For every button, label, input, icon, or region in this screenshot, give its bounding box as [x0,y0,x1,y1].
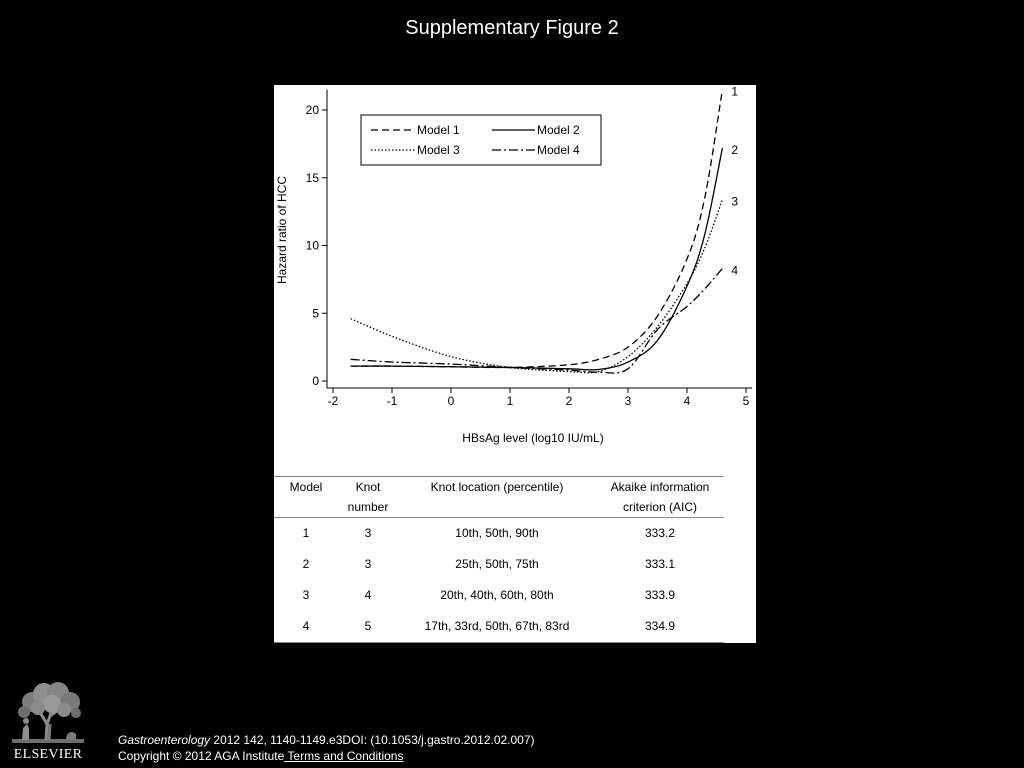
table-row: 4 5 17th, 33rd, 50th, 67th, 83rd 334.9 [274,611,724,643]
terms-and-conditions-link[interactable]: Terms and Conditions [284,749,404,763]
cell-knot-location: 10th, 50th, 90th [455,526,539,540]
cell-aic: 334.9 [644,619,676,633]
x-tick-label: 2 [566,394,573,408]
citation: Gastroenterology 2012 142, 1140-1149.e3D… [118,732,535,764]
x-tick-label: 0 [448,394,455,408]
header-line: number [347,500,389,514]
cell-knot-number: 3 [364,526,372,540]
series-line-model-1 [350,89,724,369]
cell-knot-location: 20th, 40th, 60th, 80th [440,588,554,602]
cell-model: 2 [302,557,310,571]
header-model: Model [274,477,338,517]
slide-title: Supplementary Figure 2 [405,17,619,39]
y-tick-label: 5 [312,306,319,320]
series-line-model-4 [350,268,723,374]
cell-model: 4 [302,619,310,633]
elsevier-tree-icon [12,682,84,743]
y-tick-label: 15 [306,171,320,185]
cell-aic: 333.1 [644,557,676,571]
series-end-label-3: 3 [731,194,738,208]
y-tick-label: 10 [306,239,320,253]
series-end-label-1: 1 [731,85,738,99]
y-tick-label: 20 [306,103,320,117]
journal-name: Gastroenterology [118,733,211,747]
citation-line: Gastroenterology 2012 142, 1140-1149.e3D… [118,732,535,748]
header-knot-number: Knot number [338,477,398,517]
x-tick-label: -2 [328,394,339,408]
cell-model: 1 [302,526,310,540]
cell-knot-location: 25th, 50th, 75th [455,557,539,571]
citation-details: 2012 142, 1140-1149.e3DOI: (10.1053/j.ga… [210,733,535,747]
cell-aic: 333.9 [644,588,676,602]
table-row: 3 4 20th, 40th, 60th, 80th 333.9 [274,580,724,611]
legend-label-model-3: Model 3 [417,143,460,157]
chart-curves: 1 2 3 4 [350,85,738,374]
legend-label-model-4: Model 4 [537,143,580,157]
chart-axes: 0 5 10 15 20 -2 -1 0 1 2 3 4 5 [306,89,752,408]
elsevier-wordmark: ELSEVIER [13,747,83,762]
series-end-label-2: 2 [731,143,738,157]
legend-label-model-1: Model 1 [417,123,460,137]
x-axis-title: HBsAg level (log10 IU/mL) [462,431,603,445]
cell-aic: 333.2 [644,526,676,540]
header-line: Knot [355,480,381,494]
series-end-label-4: 4 [731,264,738,278]
header-line: Model [289,480,323,494]
table-row: 2 3 25th, 50th, 75th 333.1 [274,549,724,580]
header-line: Knot location (percentile) [430,480,564,494]
header-knot-location: Knot location (percentile) [398,477,596,517]
y-tick-label: 0 [312,374,319,388]
header-aic: Akaike information criterion (AIC) [596,477,724,517]
x-tick-label: 5 [743,394,750,408]
x-tick-label: 1 [507,394,514,408]
y-axis-title: Hazard ratio of HCC [275,176,289,284]
chart-legend: Model 1 Model 2 Model 3 Model 4 [360,114,602,166]
x-tick-label: -1 [387,394,398,408]
cell-knot-location: 17th, 33rd, 50th, 67th, 83rd [424,619,570,633]
cell-knot-number: 5 [364,619,372,633]
legend-label-model-2: Model 2 [537,123,580,137]
copyright-line: Copyright © 2012 AGA Institute Terms and… [118,748,535,764]
series-line-model-3 [350,199,724,374]
legend-box [360,114,602,166]
cell-knot-number: 3 [364,557,372,571]
hazard-ratio-chart: 0 5 10 15 20 -2 -1 0 1 2 3 4 5 1 2 3 4 Hazard ratio of … [275,85,752,445]
x-tick-label: 4 [684,394,691,408]
model-comparison-table: Model Knot number Knot location (percent… [274,476,724,643]
copyright-text: Copyright © 2012 AGA Institute [118,749,285,763]
table-row: 1 3 10th, 50th, 90th 333.2 [274,518,724,549]
header-line: Akaike information [610,480,710,494]
series-line-model-2 [350,147,724,371]
x-tick-label: 3 [625,394,632,408]
elsevier-logo: ELSEVIER [10,680,86,766]
table-header: Model Knot number Knot location (percent… [274,476,724,518]
header-line: criterion (AIC) [622,500,697,514]
cell-model: 3 [302,588,310,602]
cell-knot-number: 4 [364,588,372,602]
